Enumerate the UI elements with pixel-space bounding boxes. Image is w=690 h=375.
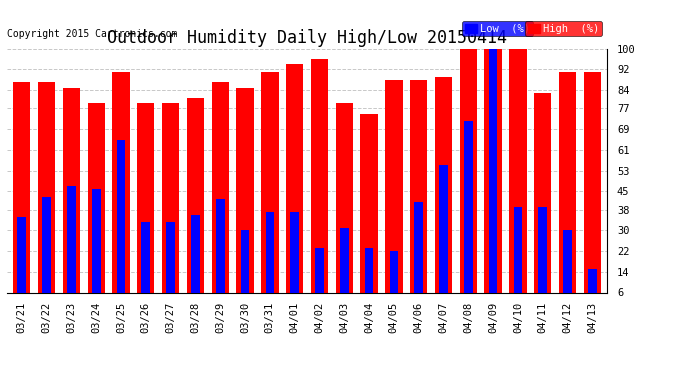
Bar xyxy=(212,82,229,308)
Bar xyxy=(216,199,224,308)
Bar xyxy=(137,103,155,308)
Bar xyxy=(563,230,572,308)
Bar xyxy=(414,202,423,308)
Bar xyxy=(489,49,497,308)
Bar xyxy=(241,230,249,308)
Bar xyxy=(38,82,55,308)
Title: Outdoor Humidity Daily High/Low 20150414: Outdoor Humidity Daily High/Low 20150414 xyxy=(107,29,507,47)
Bar xyxy=(365,248,373,308)
Bar xyxy=(166,222,175,308)
Bar xyxy=(63,88,80,308)
Bar xyxy=(559,72,576,308)
Bar xyxy=(534,93,551,308)
Bar xyxy=(117,140,126,308)
Bar xyxy=(266,212,274,308)
Bar xyxy=(538,207,547,308)
Bar xyxy=(335,103,353,308)
Legend: High  (%): High (%) xyxy=(525,21,602,36)
Bar xyxy=(360,114,377,308)
Bar xyxy=(286,64,304,308)
Bar xyxy=(464,122,473,308)
Bar xyxy=(88,103,105,308)
Bar xyxy=(187,98,204,308)
Text: Copyright 2015 Cartronics.com: Copyright 2015 Cartronics.com xyxy=(7,29,177,39)
Bar xyxy=(13,82,30,308)
Bar xyxy=(42,196,51,308)
Bar xyxy=(484,49,502,308)
Bar xyxy=(390,251,398,308)
Bar xyxy=(237,88,254,308)
Bar xyxy=(435,77,452,308)
Bar xyxy=(261,72,279,308)
Bar xyxy=(385,80,402,308)
Bar xyxy=(310,59,328,308)
Bar xyxy=(410,80,427,308)
Bar xyxy=(191,215,200,308)
Bar xyxy=(509,49,526,308)
Bar xyxy=(92,189,101,308)
Bar xyxy=(290,212,299,308)
Bar xyxy=(439,165,448,308)
Bar xyxy=(162,103,179,308)
Bar xyxy=(513,207,522,308)
Bar xyxy=(141,222,150,308)
Bar xyxy=(340,228,348,308)
Bar xyxy=(67,186,76,308)
Bar xyxy=(584,72,601,308)
Bar xyxy=(460,49,477,308)
Bar xyxy=(588,269,597,308)
Bar xyxy=(17,217,26,308)
Bar xyxy=(112,72,130,308)
Bar xyxy=(315,248,324,308)
